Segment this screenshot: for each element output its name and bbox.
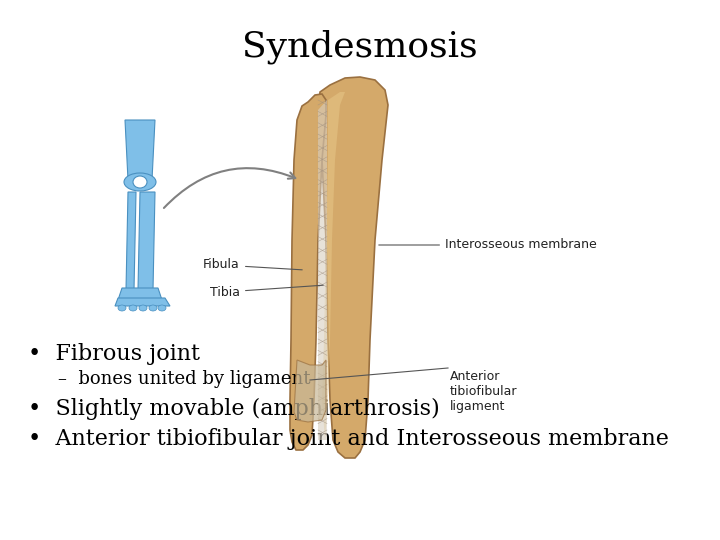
Text: Syndesmosis: Syndesmosis — [242, 30, 478, 64]
Polygon shape — [322, 92, 345, 440]
Ellipse shape — [149, 305, 157, 311]
Text: •  Slightly movable (amphiarthrosis): • Slightly movable (amphiarthrosis) — [28, 398, 440, 420]
Polygon shape — [125, 120, 155, 180]
Polygon shape — [290, 94, 326, 450]
Text: •  Anterior tibiofibular joint and Interosseous membrane: • Anterior tibiofibular joint and Intero… — [28, 428, 669, 450]
Polygon shape — [318, 100, 327, 440]
Polygon shape — [118, 288, 162, 300]
Ellipse shape — [139, 305, 147, 311]
FancyArrowPatch shape — [164, 168, 295, 208]
Polygon shape — [318, 77, 388, 458]
Text: Tibia: Tibia — [210, 285, 323, 299]
Text: Interosseous membrane: Interosseous membrane — [379, 239, 597, 252]
Ellipse shape — [118, 305, 126, 311]
Text: Fibula: Fibula — [203, 259, 302, 272]
Polygon shape — [126, 192, 136, 290]
Text: •  Fibrous joint: • Fibrous joint — [28, 343, 200, 365]
Ellipse shape — [124, 173, 156, 191]
Ellipse shape — [158, 305, 166, 311]
Polygon shape — [294, 360, 326, 422]
Polygon shape — [138, 192, 155, 290]
Text: –  bones united by ligament: – bones united by ligament — [58, 370, 310, 388]
Ellipse shape — [129, 305, 137, 311]
Text: Anterior
tibiofibular
ligament: Anterior tibiofibular ligament — [450, 370, 518, 413]
Ellipse shape — [133, 176, 147, 188]
Polygon shape — [115, 298, 170, 306]
